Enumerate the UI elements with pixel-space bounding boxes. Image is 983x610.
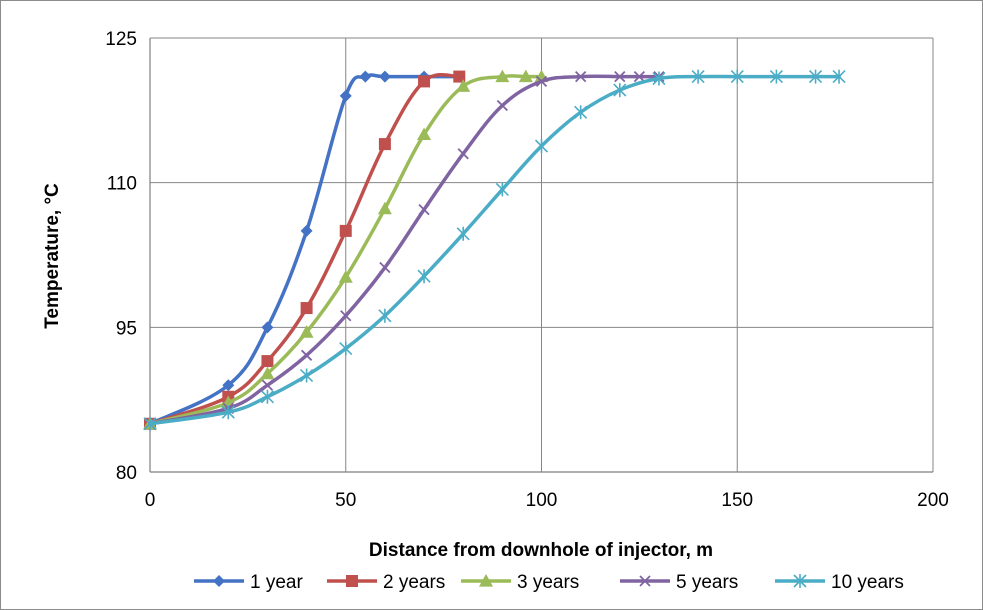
data-point [652,71,666,86]
legend: 1 year 2 years 3 years 5 years 10 years [194,572,904,593]
data-point [260,366,275,380]
data-point [338,270,353,283]
data-point [300,368,314,383]
data-point [613,83,627,98]
x-tick-label: 200 [917,490,949,511]
data-point [534,139,549,154]
data-point [574,105,588,120]
tick-labels: 0 50 100 150 200 80 95 110 125 [105,29,949,511]
data-point [495,69,510,83]
x-tick-label: 150 [721,490,753,511]
data-point [691,69,705,84]
data-point [379,261,391,274]
series-layer [143,69,846,431]
legend-label: 5 years [676,572,738,593]
y-tick-label: 125 [105,29,137,50]
data-point [377,201,392,215]
x-tick-label: 50 [335,490,356,511]
data-point [456,79,471,92]
legend-label: 10 years [831,572,904,593]
series-line [148,74,661,426]
data-point [300,224,313,237]
data-point [222,379,235,392]
x-tick-label: 100 [526,490,558,511]
series-10-years [143,69,846,431]
legend-item: 10 years [775,572,904,593]
legend-label: 3 years [517,572,579,593]
data-point [261,379,274,391]
data-point [261,321,274,334]
data-point [633,70,646,83]
data-point [339,224,352,237]
data-point [339,341,353,356]
data-point [300,302,313,315]
legend-item: 5 years [620,572,738,593]
data-point [378,138,391,151]
series-5-years [144,70,665,430]
data-point [575,70,587,83]
x-axis-title: Distance from downhole of injector, m [369,540,713,561]
x-tick-label: 0 [145,490,156,511]
series-3-years [143,69,549,430]
data-point [495,182,509,197]
y-axis-title: Temperature, °C [42,183,63,329]
data-point [300,349,313,361]
legend-label: 1 year [250,572,303,593]
series-line [148,73,462,426]
data-point [261,355,274,368]
data-point [359,70,372,83]
series-line [148,74,841,426]
legend-marker [479,574,493,587]
data-point [378,308,392,323]
data-point [496,99,508,112]
legend-marker [639,575,651,587]
legend-label: 2 years [383,572,445,593]
legend-marker [213,575,225,587]
y-tick-label: 110 [107,174,137,195]
data-point [418,75,431,88]
data-point [730,69,744,84]
data-point [299,325,314,338]
data-point [143,416,157,431]
data-point [453,70,466,83]
data-point [769,69,783,84]
legend-item: 2 years [327,572,445,593]
data-point [456,226,470,241]
data-point [340,310,352,322]
data-point [808,69,823,84]
data-point [518,69,533,83]
gridlines [149,37,934,473]
data-point [614,70,626,83]
legend-marker [793,574,807,588]
data-point [417,269,431,284]
y-tick-label: 95 [116,318,137,339]
legend-item: 3 years [461,572,579,593]
data-point [457,148,469,160]
data-point [535,75,548,88]
legend-marker [346,575,358,587]
data-point [260,389,275,404]
data-point [832,69,846,84]
y-tick-label: 80 [116,463,137,484]
data-point [417,127,432,141]
data-point [418,204,430,216]
data-point [221,405,235,420]
series-line [148,73,462,426]
legend-item: 1 year [194,572,303,593]
data-point [378,70,391,83]
data-point [339,89,352,102]
